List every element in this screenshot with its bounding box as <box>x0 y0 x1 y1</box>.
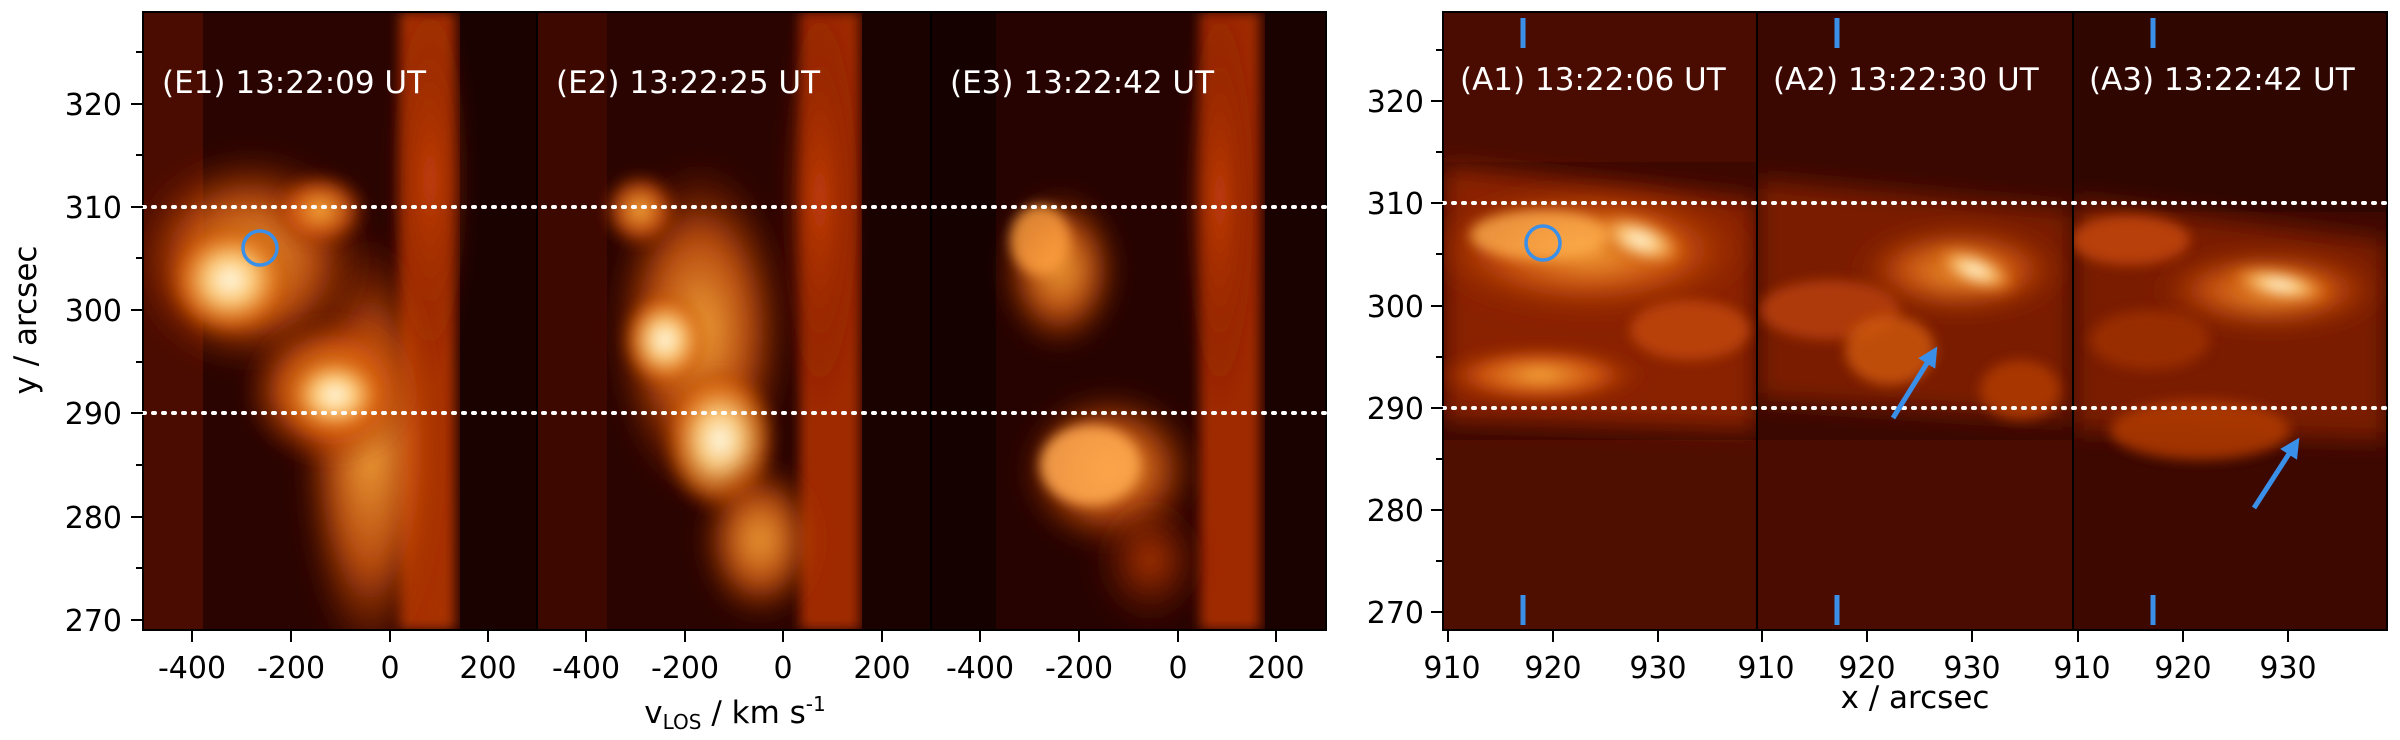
panel-label-e2: (E2) 13:22:25 UT <box>556 65 821 101</box>
x-tick-label: -200 <box>257 651 325 686</box>
marker-circle-a1 <box>1524 224 1562 262</box>
x-tick-label: 920 <box>1524 651 1581 686</box>
y-tick-label: 290 <box>1367 392 1424 427</box>
y-tick-label: 290 <box>65 397 122 432</box>
x-tick-label: 0 <box>380 651 399 686</box>
y-tick-label: 320 <box>65 88 122 123</box>
panel-a2-image <box>1757 12 2073 630</box>
spectral-panels: (E1) 13:22:09 UT (E2) 13:22:25 UT (E3) 1… <box>141 11 1328 631</box>
x-tick-label: -200 <box>651 651 719 686</box>
y-tick-label: 270 <box>1367 596 1424 631</box>
x-tick-label: 910 <box>1423 651 1480 686</box>
y-tick-label: 320 <box>1367 85 1424 120</box>
y-tick-label: 310 <box>65 191 122 226</box>
x-axis-title-arcsec: x / arcsec <box>1841 680 1990 716</box>
x-tick-label: 910 <box>1737 651 1794 686</box>
panel-e3-image <box>931 12 1326 630</box>
panel-a1-image <box>1443 12 1757 630</box>
left-y-axis <box>131 51 143 621</box>
x-tick-label: 200 <box>459 651 516 686</box>
x-tick-label: 920 <box>1838 651 1895 686</box>
y-tick-label: 280 <box>1367 494 1424 529</box>
image-axes-frame <box>1442 11 2388 631</box>
x-tick-label: 0 <box>1168 651 1187 686</box>
y-tick-label: 280 <box>65 501 122 536</box>
y-tick-label: 270 <box>65 604 122 639</box>
x-tick-label: 920 <box>2154 651 2211 686</box>
x-tick-label: -400 <box>946 651 1014 686</box>
x-tick-label: 930 <box>1943 651 2000 686</box>
panel-label-a2: (A2) 13:22:30 UT <box>1773 62 2040 98</box>
x-tick-label: 0 <box>773 651 792 686</box>
right-y-axis <box>1431 49 1443 613</box>
x-tick-label: 200 <box>1247 651 1304 686</box>
right-y-tick-labels: 270 280 290 300 310 320 <box>1367 85 1424 631</box>
x-tick-label: 910 <box>2053 651 2110 686</box>
y-tick-label: 300 <box>65 294 122 329</box>
image-panels: (A1) 13:22:06 UT (A2) 13:22:30 UT (A3) 1… <box>1441 11 2389 631</box>
slit-markers <box>1520 18 2156 625</box>
panel-label-e3: (E3) 13:22:42 UT <box>950 65 1215 101</box>
x-tick-label: -400 <box>158 651 226 686</box>
y-tick-label: 310 <box>1367 187 1424 222</box>
x-tick-label: 930 <box>1629 651 1686 686</box>
y-axis-title: y / arcsec <box>8 246 44 395</box>
y-tick-label: 300 <box>1367 290 1424 325</box>
panel-e1-image <box>143 12 537 630</box>
marker-circle-e1 <box>241 229 279 267</box>
left-y-tick-labels: 270 280 290 300 310 320 <box>65 88 122 639</box>
panel-label-a1: (A1) 13:22:06 UT <box>1460 62 1727 98</box>
arrow-a2 <box>1890 346 1938 420</box>
panel-a3-image <box>2073 12 2387 630</box>
arrow-a3 <box>2251 437 2300 510</box>
left-x-axis <box>191 630 1277 642</box>
left-x-tick-labels: -400 -200 0 200 -400 -200 0 200 -400 -20… <box>158 651 1305 686</box>
panel-label-e1: (E1) 13:22:09 UT <box>162 65 427 101</box>
x-tick-label: 200 <box>853 651 910 686</box>
x-tick-label: 930 <box>2259 651 2316 686</box>
right-x-axis <box>1447 630 2289 642</box>
x-axis-title-velocity: vLOS / km s-1 <box>644 692 826 734</box>
x-tick-label: -200 <box>1045 651 1113 686</box>
spectral-axes-frame <box>142 11 1327 631</box>
right-x-tick-labels: 910 920 930 910 920 930 910 920 930 <box>1423 651 2316 686</box>
panel-label-a3: (A3) 13:22:42 UT <box>2089 62 2356 98</box>
x-tick-label: -400 <box>552 651 620 686</box>
